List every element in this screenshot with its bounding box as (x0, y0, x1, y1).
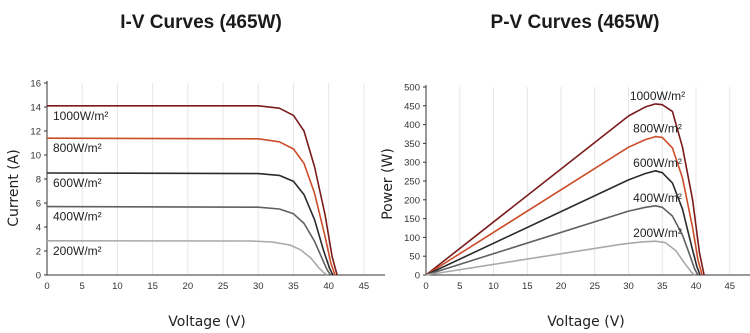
pv-y-tick-label: 250 (404, 177, 420, 188)
pv-y-tick-label: 350 (404, 139, 420, 150)
pv-x-tick-label: 40 (691, 281, 702, 292)
iv-series-line-3 (46, 205, 332, 276)
iv-curve-label: 600W/m² (53, 176, 102, 190)
iv-x-tick-label: 15 (147, 281, 158, 292)
pv-x-tick-label: 0 (423, 281, 428, 292)
iv-y-tick-label: 10 (30, 151, 41, 162)
pv-y-tick-label: 50 (409, 252, 420, 263)
iv-x-tick-label: 35 (288, 281, 299, 292)
iv-y-tick-label: 4 (36, 223, 41, 234)
pv-y-tick-label: 300 (404, 158, 420, 169)
pv-y-tick-label: 100 (404, 233, 420, 244)
pv-x-tick-label: 35 (657, 281, 668, 292)
iv-y-tick-label: 16 (30, 79, 41, 90)
iv-series-line-4 (46, 240, 328, 276)
iv-y-tick-label: 0 (36, 271, 41, 282)
iv-x-tick-label: 30 (253, 281, 264, 292)
pv-series-line-4 (425, 240, 696, 276)
pv-y-tick-label: 450 (404, 101, 420, 112)
pv-curve-label: 1000W/m² (630, 89, 685, 103)
iv-curve-label: 400W/m² (53, 210, 102, 224)
iv-curve-label: 1000W/m² (53, 109, 108, 123)
pv-x-tick-label: 45 (724, 281, 735, 292)
iv-x-tick-label: 40 (323, 281, 334, 292)
iv-chart-title: I-V Curves (465W) (120, 12, 282, 33)
iv-x-tick-label: 20 (183, 281, 194, 292)
pv-x-tick-label: 25 (589, 281, 600, 292)
pv-x-axis-title: Voltage (V) (547, 314, 624, 330)
pv-curve-label: 200W/m² (633, 226, 682, 240)
pv-y-tick-label: 500 (404, 83, 420, 94)
pv-x-tick-label: 20 (556, 281, 567, 292)
pv-x-tick-label: 15 (522, 281, 533, 292)
iv-x-tick-label: 25 (218, 281, 229, 292)
iv-x-tick-label: 0 (44, 281, 49, 292)
pv-y-axis-title: Power (W) (380, 148, 396, 220)
pv-y-tick-label: 150 (404, 214, 420, 225)
iv-y-axis-title: Current (A) (6, 149, 22, 227)
iv-chart: I-V Curves (465W) Voltage (V) Current (A… (6, 12, 385, 330)
pv-y-tick-label: 200 (404, 195, 420, 206)
iv-y-tick-label: 6 (36, 199, 41, 210)
iv-series-line-0 (47, 105, 338, 276)
iv-series-line-1 (46, 137, 336, 276)
iv-curve-label: 800W/m² (53, 141, 102, 155)
pv-curve-label: 800W/m² (633, 122, 682, 136)
iv-series-line-2 (46, 172, 334, 276)
pv-series-line-1 (425, 135, 703, 276)
iv-curve-label: 200W/m² (53, 244, 102, 258)
pv-y-tick-label: 0 (415, 271, 420, 282)
iv-x-tick-label: 5 (80, 281, 85, 292)
iv-y-tick-label: 2 (36, 247, 41, 258)
pv-chart-title: P-V Curves (465W) (491, 12, 660, 33)
pv-curve-label: 400W/m² (633, 191, 682, 205)
iv-y-tick-label: 8 (36, 175, 41, 186)
iv-x-tick-label: 10 (112, 281, 123, 292)
pv-series-line-3 (425, 205, 699, 276)
iv-y-tick-label: 14 (30, 103, 41, 114)
pv-x-tick-label: 10 (488, 281, 499, 292)
pv-x-tick-label: 5 (457, 281, 462, 292)
iv-x-tick-label: 45 (359, 281, 370, 292)
pv-y-tick-label: 400 (404, 120, 420, 131)
pv-x-tick-label: 30 (623, 281, 634, 292)
pv-chart: P-V Curves (465W) Voltage (V) Power (W) … (380, 12, 750, 330)
pv-series-line-0 (425, 103, 705, 276)
iv-x-axis-title: Voltage (V) (168, 314, 245, 330)
iv-y-tick-label: 12 (30, 127, 41, 138)
pv-series-line-2 (425, 170, 701, 276)
pv-curve-label: 600W/m² (633, 156, 682, 170)
